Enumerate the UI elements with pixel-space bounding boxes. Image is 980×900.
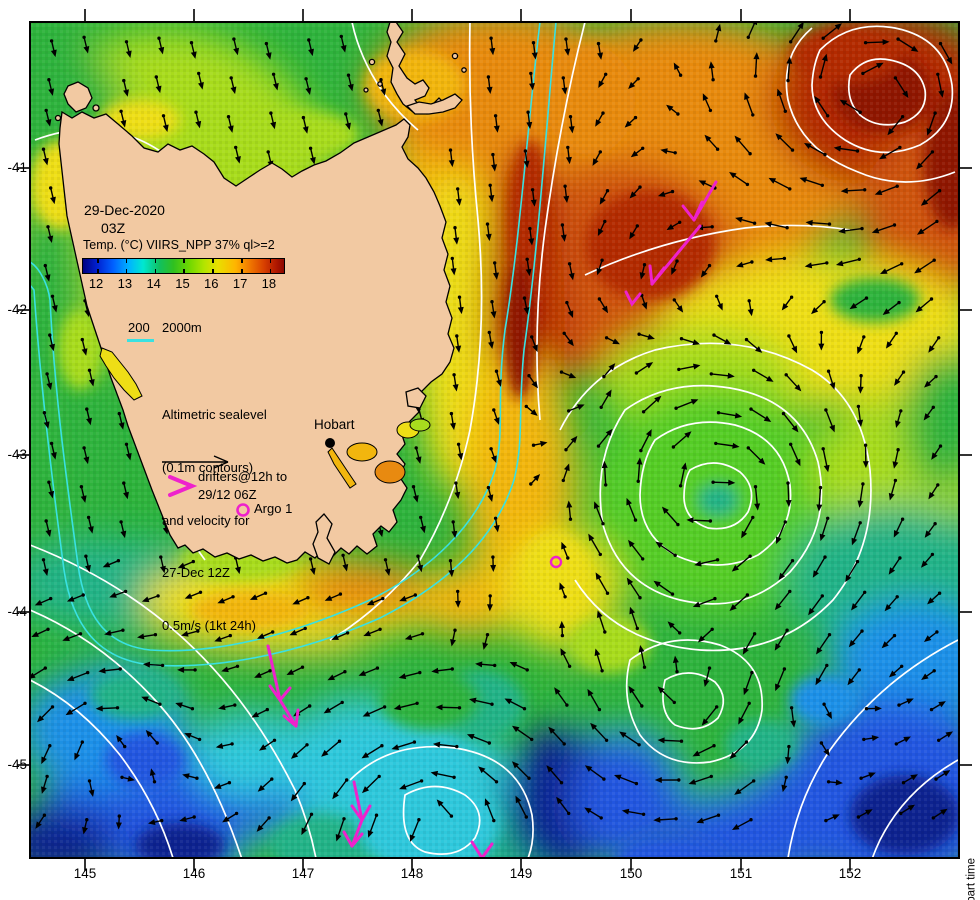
colorbar-tick [241,269,243,273]
colorbar-tick [269,259,272,263]
colorbar-tick [183,259,185,263]
legend-time: 03Z [101,220,126,236]
colorbar-tick [154,259,157,263]
estuary-waters [99,347,431,489]
bathy-contour-swatch [127,339,154,342]
argo-float-marker [549,555,563,569]
altimetry-line: 27-Dec 12Z [162,565,230,581]
axis-ticks [17,9,972,871]
drifters-label-line1: drifters@12h to [198,469,288,484]
copyright-text: © IMOS 31-Dec-2020 11:15:49 Hobart time [965,858,977,900]
velocity-vectors [31,23,954,842]
colorbar-tick [125,269,128,273]
colorbar-tick [241,259,243,263]
colorbar-tick [125,259,128,263]
colorbar-tick-label: 15 [175,276,190,291]
colorbar-tick-label: 14 [146,276,161,291]
y-tick-label: -41 [7,160,27,175]
y-tick-label: -42 [7,302,27,317]
colorbar-tick-label: 18 [261,276,277,291]
argo-label: Argo 1 [254,501,293,516]
colorbar-tick-label: 12 [88,276,104,291]
bathy-label-200: 200 [128,320,150,335]
altimetry-line: Altimetric sealevel [162,407,267,423]
colorbar-tick-label: 16 [204,276,219,291]
colorbar-title: Temp. (°C) VIIRS_NPP 37% ql>=2 [83,238,275,252]
x-tick-label: 152 [838,866,862,881]
legend-marks [162,455,250,517]
x-tick-label: 147 [291,866,315,881]
city-label-hobart: Hobart [314,417,355,432]
colorbar-tick [97,259,99,263]
x-tick-label: 148 [400,866,424,881]
drifters-label-line2: 29/12 06Z [198,487,257,502]
colorbar-tick [154,269,157,273]
colorbar-tick-label: 13 [117,276,133,291]
plot-frame [29,21,960,859]
colorbar-tick-label: 17 [232,276,248,291]
altimetry-line: 0.5m/s (1kt 24h) [162,617,256,633]
x-tick-label: 146 [182,866,206,881]
sst-field [31,23,958,857]
x-tick-label: 151 [729,866,753,881]
x-tick-label: 149 [509,866,533,881]
legend-date: 29-Dec-2020 [84,202,165,218]
x-tick-label: 150 [619,866,643,881]
colorbar-tick [183,269,185,273]
colorbar-tick [212,269,214,273]
y-tick-label: -45 [7,757,27,772]
altimetry-legend: Altimetric sealevel (0.1m contours) and … [162,371,267,670]
colorbar-tick [212,259,214,263]
drifter-tracks [266,180,718,857]
altimetry-line: (0.1m contours) [162,459,254,475]
altimetry-line: and velocity for [162,512,250,528]
x-tick-label: 145 [73,866,97,881]
temperature-colorbar [82,258,285,274]
hobart-city-marker [325,438,335,448]
colorbar-tick [269,269,272,273]
bathymetry-contours [31,23,557,667]
bathy-label-2000: 2000m [162,320,202,335]
y-tick-label: -43 [7,447,27,462]
y-tick-label: -44 [7,604,27,619]
colorbar-tick [97,269,99,273]
